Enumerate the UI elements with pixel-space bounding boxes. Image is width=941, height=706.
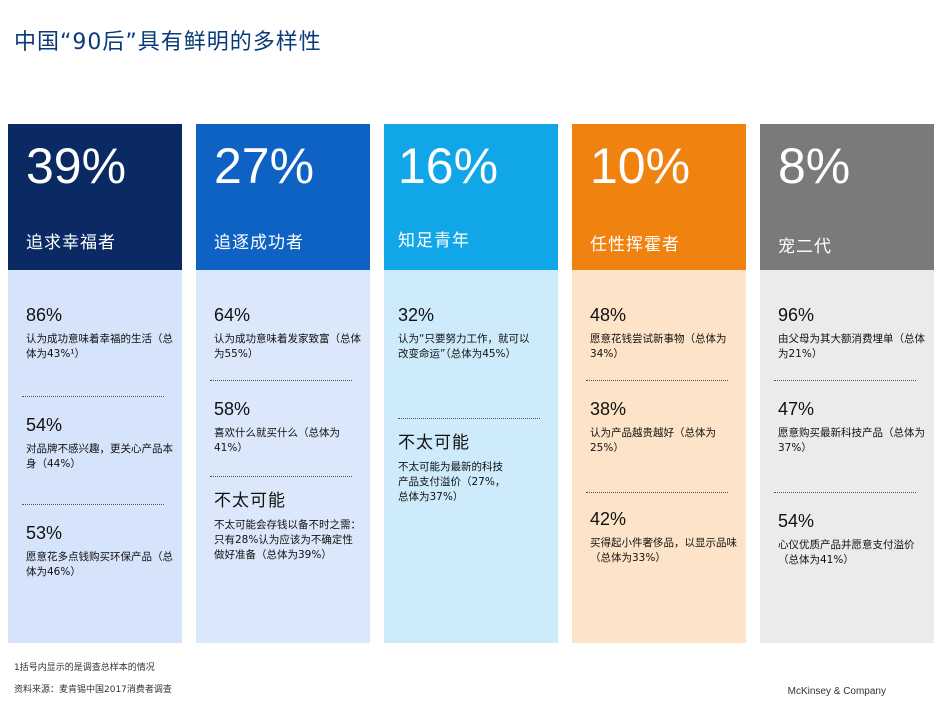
stat-value: 64% [214, 305, 251, 325]
stat-description: 认为成功意味着幸福的生活（总体为43%¹） [26, 333, 173, 360]
divider [22, 396, 164, 397]
stat-item: 47% 愿意购买最新科技产品（总体为37%） [778, 398, 926, 456]
segment-percent: 39% [26, 138, 127, 194]
segment-column-1: 39% 追求幸福者 86% 认为成功意味着幸福的生活（总体为43%¹） 54% … [8, 124, 182, 643]
segment-body: 64% 认为成功意味着发家致富（总体为55%） 58% 喜欢什么就买什么（总体为… [196, 270, 370, 643]
segment-percent: 27% [214, 138, 315, 194]
segment-name: 宠二代 [778, 237, 832, 257]
stat-description: 愿意花钱尝试新事物（总体为34%） [590, 333, 727, 360]
stat-item: 96% 由父母为其大额消费埋单（总体为21%） [778, 304, 926, 362]
stat-description: 不太可能会存钱以备不时之需：只有28%认为应该为不确定性做好准备（总体为39%） [214, 519, 361, 561]
stat-item: 53% 愿意花多点钱购买环保产品（总体为46%） [26, 522, 174, 580]
stat-item: 38% 认为产品越贵越好（总体为25%） [590, 398, 738, 456]
stat-description: 不太可能为最新的科技产品支付溢价（27%，总体为37%） [398, 461, 506, 503]
segment-body: 86% 认为成功意味着幸福的生活（总体为43%¹） 54% 对品牌不感兴趣，更关… [8, 270, 182, 643]
stat-item: 54% 对品牌不感兴趣，更关心产品本身（44%） [26, 414, 174, 472]
stat-description: 认为产品越贵越好（总体为25%） [590, 427, 716, 454]
stat-value: 不太可能 [398, 433, 470, 453]
segment-column-5: 8% 宠二代 96% 由父母为其大额消费埋单（总体为21%） 47% 愿意购买最… [760, 124, 934, 643]
segment-body: 48% 愿意花钱尝试新事物（总体为34%） 38% 认为产品越贵越好（总体为25… [572, 270, 746, 643]
footnote: 1括号内显示的是调查总样本的情况 [14, 663, 155, 673]
stat-item: 48% 愿意花钱尝试新事物（总体为34%） [590, 304, 738, 362]
segment-percent: 16% [398, 138, 499, 194]
source-note: 资料来源：麦肯锡中国2017消费者调查 [14, 685, 172, 695]
divider [774, 492, 916, 493]
stat-value: 不太可能 [214, 491, 286, 511]
stat-item: 58% 喜欢什么就买什么（总体为41%） [214, 398, 362, 456]
stat-value: 58% [214, 399, 251, 419]
stat-description: 由父母为其大额消费埋单（总体为21%） [778, 333, 925, 360]
stat-value: 86% [26, 305, 63, 325]
segment-name: 任性挥霍者 [590, 235, 680, 255]
segment-name: 知足青年 [398, 231, 470, 251]
divider [398, 418, 540, 419]
stat-value: 47% [778, 399, 815, 419]
stat-item: 32% 认为“只要努力工作，就可以改变命运”（总体为45%） [398, 304, 546, 362]
stat-item: 86% 认为成功意味着幸福的生活（总体为43%¹） [26, 304, 174, 362]
divider [586, 492, 728, 493]
segment-percent: 8% [778, 138, 851, 194]
stat-item: 64% 认为成功意味着发家致富（总体为55%） [214, 304, 362, 362]
segment-column-4: 10% 任性挥霍者 48% 愿意花钱尝试新事物（总体为34%） 38% 认为产品… [572, 124, 746, 643]
segment-name: 追逐成功者 [214, 233, 304, 253]
segment-header: 16% 知足青年 [384, 124, 558, 270]
stat-item: 不太可能 不太可能为最新的科技产品支付溢价（27%，总体为37%） [398, 432, 546, 505]
segment-percent: 10% [590, 138, 691, 194]
segment-body: 32% 认为“只要努力工作，就可以改变命运”（总体为45%） 不太可能 不太可能… [384, 270, 558, 643]
stat-value: 54% [26, 415, 63, 435]
stat-item: 42% 买得起小件奢侈品，以显示品味（总体为33%） [590, 508, 738, 566]
stat-value: 42% [590, 509, 627, 529]
divider [210, 476, 352, 477]
stat-description: 认为成功意味着发家致富（总体为55%） [214, 333, 361, 360]
brand-logo-text: McKinsey & Company [787, 686, 886, 697]
divider [774, 380, 916, 381]
stat-description: 愿意购买最新科技产品（总体为37%） [778, 427, 925, 454]
stat-description: 愿意花多点钱购买环保产品（总体为46%） [26, 551, 173, 578]
divider [586, 380, 728, 381]
divider [210, 380, 352, 381]
stat-value: 48% [590, 305, 627, 325]
stat-value: 53% [26, 523, 63, 543]
segment-column-2: 27% 追逐成功者 64% 认为成功意味着发家致富（总体为55%） 58% 喜欢… [196, 124, 370, 643]
segment-name: 追求幸福者 [26, 233, 116, 253]
segment-header: 8% 宠二代 [760, 124, 934, 270]
stat-item: 不太可能 不太可能会存钱以备不时之需：只有28%认为应该为不确定性做好准备（总体… [214, 490, 362, 563]
stat-value: 54% [778, 511, 815, 531]
segment-column-3: 16% 知足青年 32% 认为“只要努力工作，就可以改变命运”（总体为45%） … [384, 124, 558, 643]
segment-header: 10% 任性挥霍者 [572, 124, 746, 270]
stat-description: 对品牌不感兴趣，更关心产品本身（44%） [26, 443, 173, 470]
page-title: 中国“90后”具有鲜明的多样性 [14, 30, 322, 55]
stat-item: 54% 心仪优质产品并愿意支付溢价（总体为41%） [778, 510, 926, 568]
stat-description: 认为“只要努力工作，就可以改变命运”（总体为45%） [398, 333, 530, 360]
stat-description: 心仪优质产品并愿意支付溢价（总体为41%） [778, 539, 915, 566]
stat-value: 38% [590, 399, 627, 419]
stat-description: 喜欢什么就买什么（总体为41%） [214, 427, 340, 454]
segment-header: 27% 追逐成功者 [196, 124, 370, 270]
divider [22, 504, 164, 505]
segment-body: 96% 由父母为其大额消费埋单（总体为21%） 47% 愿意购买最新科技产品（总… [760, 270, 934, 643]
stat-value: 96% [778, 305, 815, 325]
stat-value: 32% [398, 305, 435, 325]
stat-description: 买得起小件奢侈品，以显示品味（总体为33%） [590, 537, 737, 564]
segment-header: 39% 追求幸福者 [8, 124, 182, 270]
